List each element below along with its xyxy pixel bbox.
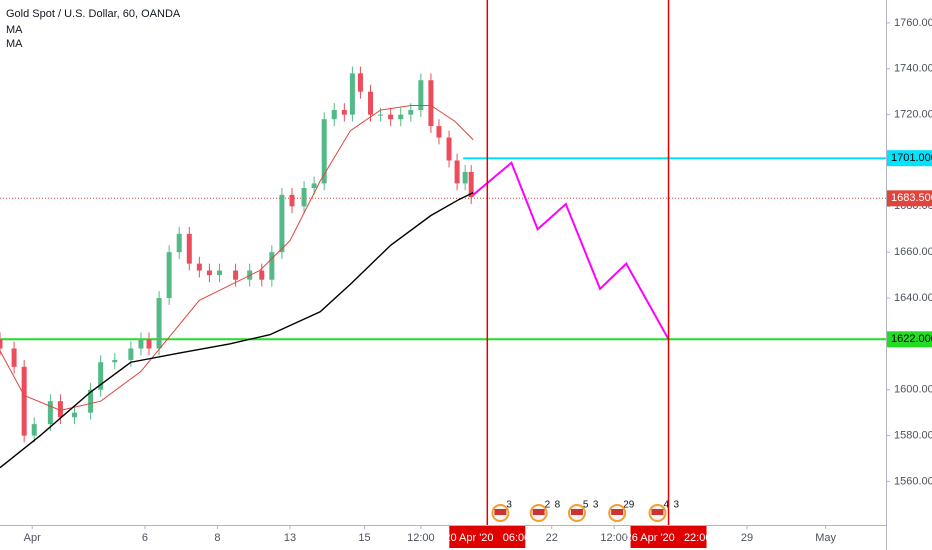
event-count: 2 [545,500,551,511]
candle-body [331,110,337,120]
time-marker-label-box [449,526,526,548]
candle-body [0,339,3,349]
event-count: 3 [593,500,599,511]
moving-average [0,191,474,469]
candle-body [408,110,414,115]
candle-body [196,263,202,271]
x-tick-label: 22 [546,532,558,544]
candle-body [47,401,53,425]
y-tick-label: 1560.000 [894,475,932,487]
x-tick-label: May [815,532,836,544]
price-level-label: 1622.000 [891,333,932,345]
event-count: 3 [506,500,512,511]
candle-body [206,270,212,276]
event-flag [494,509,507,515]
x-tick-label: 6 [142,532,148,544]
event-count: 3 [673,500,679,511]
x-tick-label: 8 [214,532,220,544]
indicator-label: MA [6,38,23,50]
event-count: 29 [623,500,635,511]
event-flag [570,509,583,515]
candle-body [233,270,239,280]
candle-body [259,270,265,280]
price-level-label-box [887,150,932,167]
candle-body [368,91,374,115]
candle-body [11,348,17,367]
candle-body [349,73,355,115]
candle-body [378,114,384,116]
candle-body [418,80,424,111]
y-tick-label: 1760.000 [894,17,932,29]
time-marker-label: 26 Apr '20 22:00 [626,532,712,544]
candle-body [166,252,172,299]
y-tick-label: 1640.000 [894,292,932,304]
indicator-label: MA [6,24,23,36]
projection-line [472,161,670,340]
chart-title: Gold Spot / U.S. Dollar, 60, OANDA [6,8,181,20]
event-count: 5 [583,500,589,511]
candle-body [398,114,404,120]
x-tick-label: 29 [741,532,753,544]
x-tick-label: 13 [284,532,296,544]
candle-body [57,401,63,418]
x-tick-label: 12:00 [600,532,628,544]
candle-body [88,389,94,413]
candle-body [436,126,442,138]
event-count: 4 [663,500,669,511]
candle-body [31,424,37,436]
x-tick-label: Apr [24,532,41,544]
candle-body [454,160,460,184]
y-tick-label: 1740.000 [894,63,932,75]
x-tick-label: 12:00 [407,532,435,544]
candle-body [446,137,452,161]
candle-body [128,348,134,360]
candle-body [216,270,222,276]
candle-body [388,114,394,120]
price-level-label: 1683.500 [891,192,932,204]
event-flag [651,509,664,515]
y-tick-label: 1720.000 [894,109,932,121]
candle-body [462,171,468,184]
candle-body [21,366,27,436]
candle-body [98,362,104,390]
x-tick-label: 15 [358,532,370,544]
candle-body [468,171,474,198]
candle-body [341,110,347,115]
y-tick-label: 1660.000 [894,246,932,258]
candle-body [311,183,317,188]
price-level-label: 1701.000 [891,152,932,164]
candle-body [146,339,152,349]
y-tick-label: 1580.000 [894,429,932,441]
event-count: 8 [555,500,561,511]
time-marker-label-box [630,526,707,548]
time-marker-label: 20 Apr '20 06:00 [444,532,530,544]
candle-body [138,339,144,349]
candle-body [428,80,434,127]
candle-body [279,194,285,253]
price-level-label-box [887,190,932,207]
candle-body [301,187,307,207]
event-flag [532,509,545,515]
candle-body [269,252,275,280]
candle-body [357,73,363,92]
event-flag [611,509,624,515]
candle-body [321,119,327,184]
candle-body [156,298,162,349]
candle-body [176,233,182,253]
candle-body [289,194,295,207]
candle-body [72,412,78,418]
price-level-label-box [887,331,932,348]
y-tick-label: 1600.000 [894,384,932,396]
candle-body [112,359,118,363]
candle-body [186,233,192,264]
